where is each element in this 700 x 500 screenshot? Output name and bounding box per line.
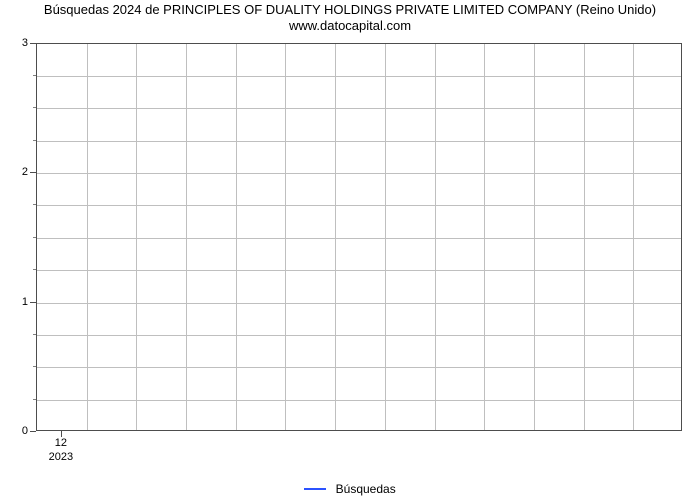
x-tick-label-month: 12 bbox=[55, 437, 67, 449]
plot-box bbox=[36, 43, 682, 432]
grid-line-v bbox=[186, 44, 187, 431]
y-tick-minor bbox=[33, 107, 36, 108]
y-tick-label: 2 bbox=[12, 166, 28, 178]
chart-area: 0123122023 bbox=[12, 39, 688, 476]
y-tick-minor bbox=[33, 269, 36, 270]
grid-line-v bbox=[335, 44, 336, 431]
grid-line-v bbox=[285, 44, 286, 431]
grid-line-v bbox=[633, 44, 634, 431]
y-tick-minor bbox=[33, 140, 36, 141]
y-tick bbox=[30, 302, 36, 303]
y-tick-minor bbox=[33, 75, 36, 76]
y-tick-label: 0 bbox=[12, 425, 28, 437]
grid-line-v bbox=[584, 44, 585, 431]
legend: Búsquedas bbox=[0, 475, 700, 500]
y-tick bbox=[30, 43, 36, 44]
grid-line-v bbox=[236, 44, 237, 431]
y-tick-minor bbox=[33, 334, 36, 335]
y-tick bbox=[30, 431, 36, 432]
y-tick-minor bbox=[33, 366, 36, 367]
y-tick-minor bbox=[33, 204, 36, 205]
chart-title-line2: www.datocapital.com bbox=[0, 18, 700, 34]
legend-swatch bbox=[304, 488, 326, 490]
grid-line-v bbox=[435, 44, 436, 431]
grid-line-v bbox=[136, 44, 137, 431]
y-tick bbox=[30, 172, 36, 173]
x-tick-label-year: 2023 bbox=[49, 451, 73, 463]
y-tick-label: 3 bbox=[12, 37, 28, 49]
y-tick-label: 1 bbox=[12, 296, 28, 308]
grid-line-v bbox=[484, 44, 485, 431]
chart-title: Búsquedas 2024 de PRINCIPLES OF DUALITY … bbox=[0, 0, 700, 35]
y-tick-minor bbox=[33, 237, 36, 238]
legend-label: Búsquedas bbox=[336, 482, 396, 496]
y-tick-minor bbox=[33, 399, 36, 400]
grid-line-v bbox=[385, 44, 386, 431]
grid-line-v bbox=[87, 44, 88, 431]
chart-title-line1: Búsquedas 2024 de PRINCIPLES OF DUALITY … bbox=[0, 2, 700, 18]
grid-line-v bbox=[534, 44, 535, 431]
